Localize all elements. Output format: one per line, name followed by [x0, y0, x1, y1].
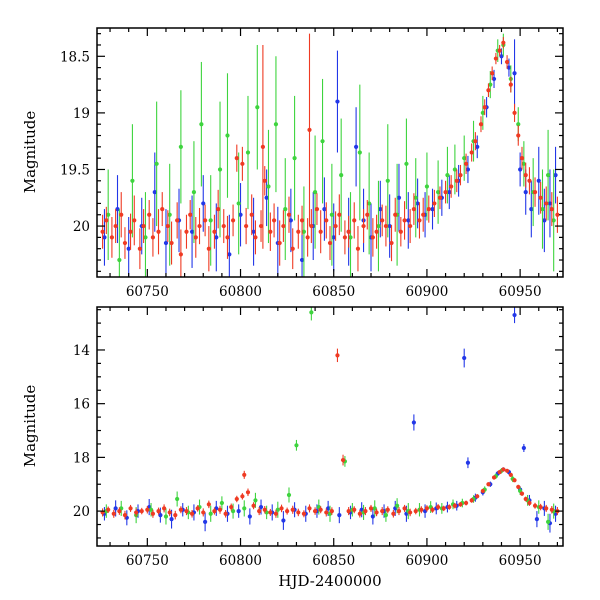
x-tick-label: 60800: [219, 553, 262, 569]
bottom-panel-y-axis-label: Magnitude: [21, 384, 39, 468]
x-tick-label: 60750: [126, 553, 169, 569]
series-red-band: [100, 348, 560, 520]
x-tick-label: 60900: [405, 284, 448, 300]
series-green-band: [104, 307, 556, 530]
y-tick-label: 16: [73, 397, 90, 413]
top-panel-points: [100, 33, 560, 277]
y-tick-label: 18.5: [60, 49, 90, 65]
x-tick-label: 60850: [312, 284, 355, 300]
series-blue-band: [102, 39, 558, 277]
x-tick-label: 60750: [126, 284, 169, 300]
x-tick-label: 60900: [405, 553, 448, 569]
x-tick-label: 60800: [219, 284, 262, 300]
y-tick-label: 18: [73, 450, 90, 466]
top-panel-y-axis-label: Magnitude: [21, 110, 39, 194]
y-tick-label: 20: [73, 219, 90, 235]
series-blue-band: [102, 307, 558, 533]
series-red-band: [100, 33, 560, 277]
bottom-panel-points: [100, 307, 560, 533]
x-tick-label: 60850: [312, 553, 355, 569]
x-axis-label: HJD-2400000: [278, 572, 382, 590]
y-tick-label: 19.5: [60, 162, 90, 178]
top-panel-frame: [96, 27, 564, 278]
y-tick-label: 20: [73, 504, 90, 520]
y-tick-label: 19: [73, 106, 90, 122]
series-green-band: [106, 33, 556, 277]
y-tick-label: 14: [73, 343, 90, 359]
x-tick-label: 60950: [499, 284, 542, 300]
bottom-panel-frame: [96, 306, 564, 547]
x-tick-label: 60950: [499, 553, 542, 569]
